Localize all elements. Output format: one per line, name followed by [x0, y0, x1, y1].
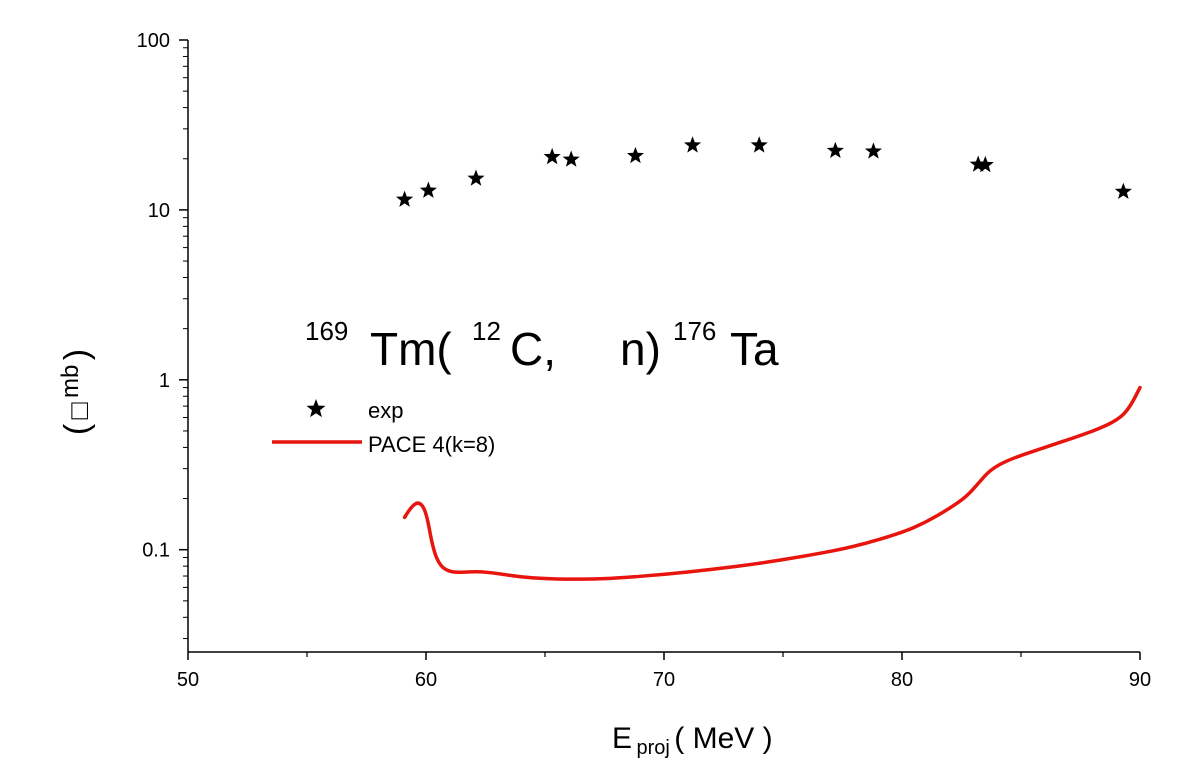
x-tick-label: 70 — [653, 669, 675, 691]
exp-scatter-series — [396, 136, 1132, 207]
exp-data-point — [969, 155, 987, 172]
y-tick-label: 100 — [137, 30, 170, 52]
legend-label-exp: exp — [368, 398, 403, 423]
exp-data-point — [562, 150, 580, 167]
exp-data-point — [543, 147, 561, 165]
x-axis-title-main: E — [612, 722, 632, 755]
legend: exp PACE 4(k=8) — [272, 398, 495, 457]
exp-data-point — [396, 190, 414, 207]
y-tick-label: 0.1 — [142, 540, 170, 562]
y-axis-title-symbol: □ — [63, 402, 94, 419]
exp-data-point — [750, 136, 768, 153]
y-axis-title-open: ( — [58, 423, 96, 435]
x-tick-label: 50 — [177, 669, 199, 691]
annot-element-tm: Tm( — [370, 323, 452, 375]
plot-frame — [187, 40, 1140, 653]
pace4-line-series — [402, 385, 1142, 581]
exp-data-point — [467, 169, 485, 186]
exp-data-point — [626, 146, 644, 164]
x-tick-label: 60 — [415, 669, 437, 691]
annot-n: n) — [620, 323, 661, 375]
annot-mass-c: 12 — [472, 316, 501, 346]
x-axis-title-sub: proj — [636, 737, 669, 759]
legend-star-marker — [306, 399, 326, 418]
y-axis-title-close: ) — [58, 349, 96, 360]
annot-mass-ta: 176 — [673, 316, 716, 346]
pace4-line — [402, 385, 1142, 581]
exp-data-point — [826, 141, 844, 159]
y-axis-title-unit: mb — [57, 365, 84, 398]
annot-element-ta: Ta — [730, 323, 779, 375]
exp-data-point — [419, 181, 437, 198]
y-tick-label: 10 — [148, 200, 170, 222]
y-axis-title: ( □ mb ) — [57, 349, 96, 435]
exp-data-point — [1114, 182, 1132, 199]
annot-element-c: C, — [510, 323, 556, 375]
x-tick-label: 90 — [1129, 669, 1151, 691]
x-axis-title-rest: ( MeV ) — [674, 722, 772, 755]
annot-mass-tm: 169 — [305, 316, 348, 346]
x-tick-label: 80 — [891, 669, 913, 691]
reaction-annotation: 169 Tm( 12 C, n) 176 Ta — [305, 316, 779, 375]
y-axis-ticks: 0.1 1 10 100 — [137, 30, 188, 640]
exp-data-point — [976, 155, 994, 173]
y-tick-label: 1 — [159, 370, 170, 392]
x-axis-ticks: 50 60 70 80 90 — [177, 652, 1151, 691]
exp-data-point — [684, 136, 702, 153]
legend-label-pace: PACE 4(k=8) — [368, 432, 495, 457]
exp-data-point — [864, 142, 882, 159]
x-axis-title: E proj ( MeV ) — [612, 722, 773, 759]
